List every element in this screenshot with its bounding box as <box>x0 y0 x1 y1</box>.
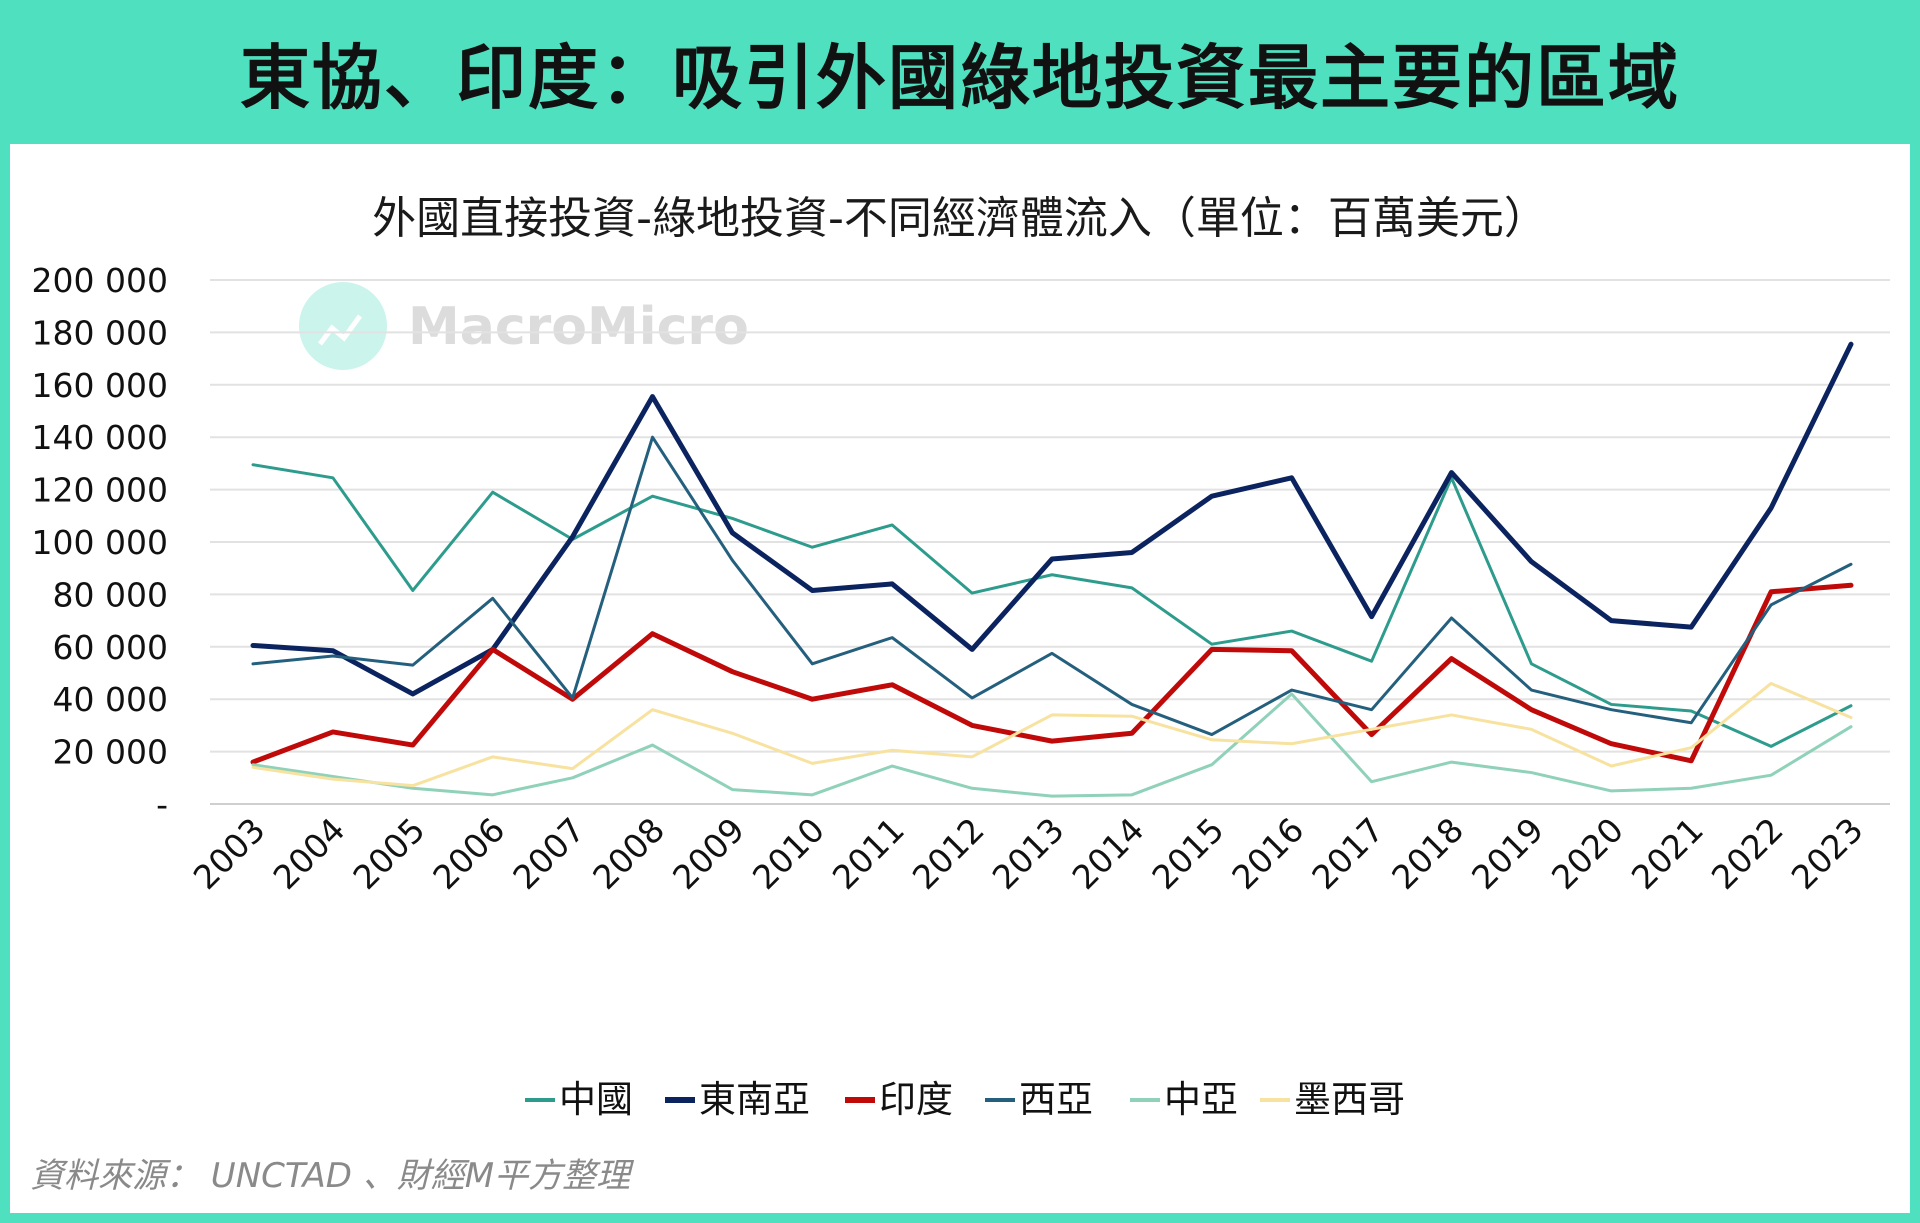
x-tick-label: 2005 <box>345 810 432 897</box>
y-tick-label: 140 000 <box>32 418 168 457</box>
y-tick-label: 200 000 <box>32 261 168 300</box>
legend-label: 中國 <box>559 1078 633 1121</box>
series-line <box>250 341 1854 697</box>
y-tick-label: 40 000 <box>53 680 168 719</box>
chart-panel: 外國直接投資-綠地投資-不同經濟體流入（單位：百萬美元） MacroMicro -… <box>10 144 1910 1213</box>
x-tick-label: 2003 <box>186 810 273 897</box>
x-tick-label: 2006 <box>425 810 512 897</box>
y-tick-label: 120 000 <box>32 471 168 510</box>
y-tick-label: 160 000 <box>32 366 168 405</box>
legend-item: 墨西哥 <box>1260 1078 1405 1121</box>
legend-label: 西亞 <box>1019 1078 1093 1121</box>
x-tick-label: 2022 <box>1704 810 1791 897</box>
x-tick-label: 2020 <box>1544 810 1631 897</box>
series-line <box>251 463 1853 748</box>
y-tick-label: 100 000 <box>32 523 168 562</box>
legend-label: 中亞 <box>1164 1078 1238 1121</box>
legend-item: 西亞 <box>985 1078 1093 1121</box>
chart-title: 外國直接投資-綠地投資-不同經濟體流入（單位：百萬美元） <box>372 193 1548 244</box>
x-tick-label: 2017 <box>1304 810 1391 897</box>
x-tick-label: 2007 <box>505 810 592 897</box>
x-tick-label: 2019 <box>1464 810 1551 897</box>
legend-item: 印度 <box>845 1078 953 1121</box>
y-tick-label: 80 000 <box>53 575 168 614</box>
legend-label: 印度 <box>879 1078 953 1121</box>
y-tick-label: 180 000 <box>32 313 168 352</box>
x-tick-label: 2009 <box>665 810 752 897</box>
x-tick-label: 2011 <box>825 810 912 897</box>
watermark-text: MacroMicro <box>408 297 749 357</box>
legend-item: 中亞 <box>1130 1078 1238 1121</box>
x-tick-label: 2021 <box>1624 810 1711 897</box>
line-chart: MacroMicro - 20 000 40 000 60 000 80 000 100 0… <box>32 261 1890 1121</box>
x-tick-label: 2008 <box>585 810 672 897</box>
banner-title: 東協、印度：吸引外國綠地投資最主要的區域 <box>240 36 1680 119</box>
y-tick-label: 20 000 <box>53 733 168 772</box>
watermark: MacroMicro <box>299 282 749 370</box>
legend-label: 墨西哥 <box>1294 1078 1405 1121</box>
x-tick-label: 2015 <box>1144 810 1231 897</box>
x-tick-label: 2023 <box>1784 810 1871 897</box>
series-line <box>251 435 1853 737</box>
x-tick-label: 2004 <box>266 810 353 897</box>
x-tick-label: 2016 <box>1224 810 1311 897</box>
series-line <box>251 692 1853 798</box>
source-note: 資料來源： UNCTAD 、財經M平方整理 <box>30 1156 631 1196</box>
series-line <box>251 681 1853 788</box>
legend-label: 東南亞 <box>699 1078 810 1121</box>
y-tick-label: - <box>156 785 168 824</box>
x-tick-label: 2018 <box>1384 810 1471 897</box>
x-tick-label: 2013 <box>985 810 1072 897</box>
x-tick-label: 2014 <box>1065 810 1152 897</box>
watermark-logo-icon <box>299 282 387 370</box>
y-tick-label: 60 000 <box>53 628 168 667</box>
x-tick-label: 2010 <box>745 810 832 897</box>
legend-item: 東南亞 <box>665 1078 810 1121</box>
x-tick-label: 2012 <box>905 810 992 897</box>
legend-item: 中國 <box>525 1078 633 1121</box>
series-line <box>250 582 1854 765</box>
